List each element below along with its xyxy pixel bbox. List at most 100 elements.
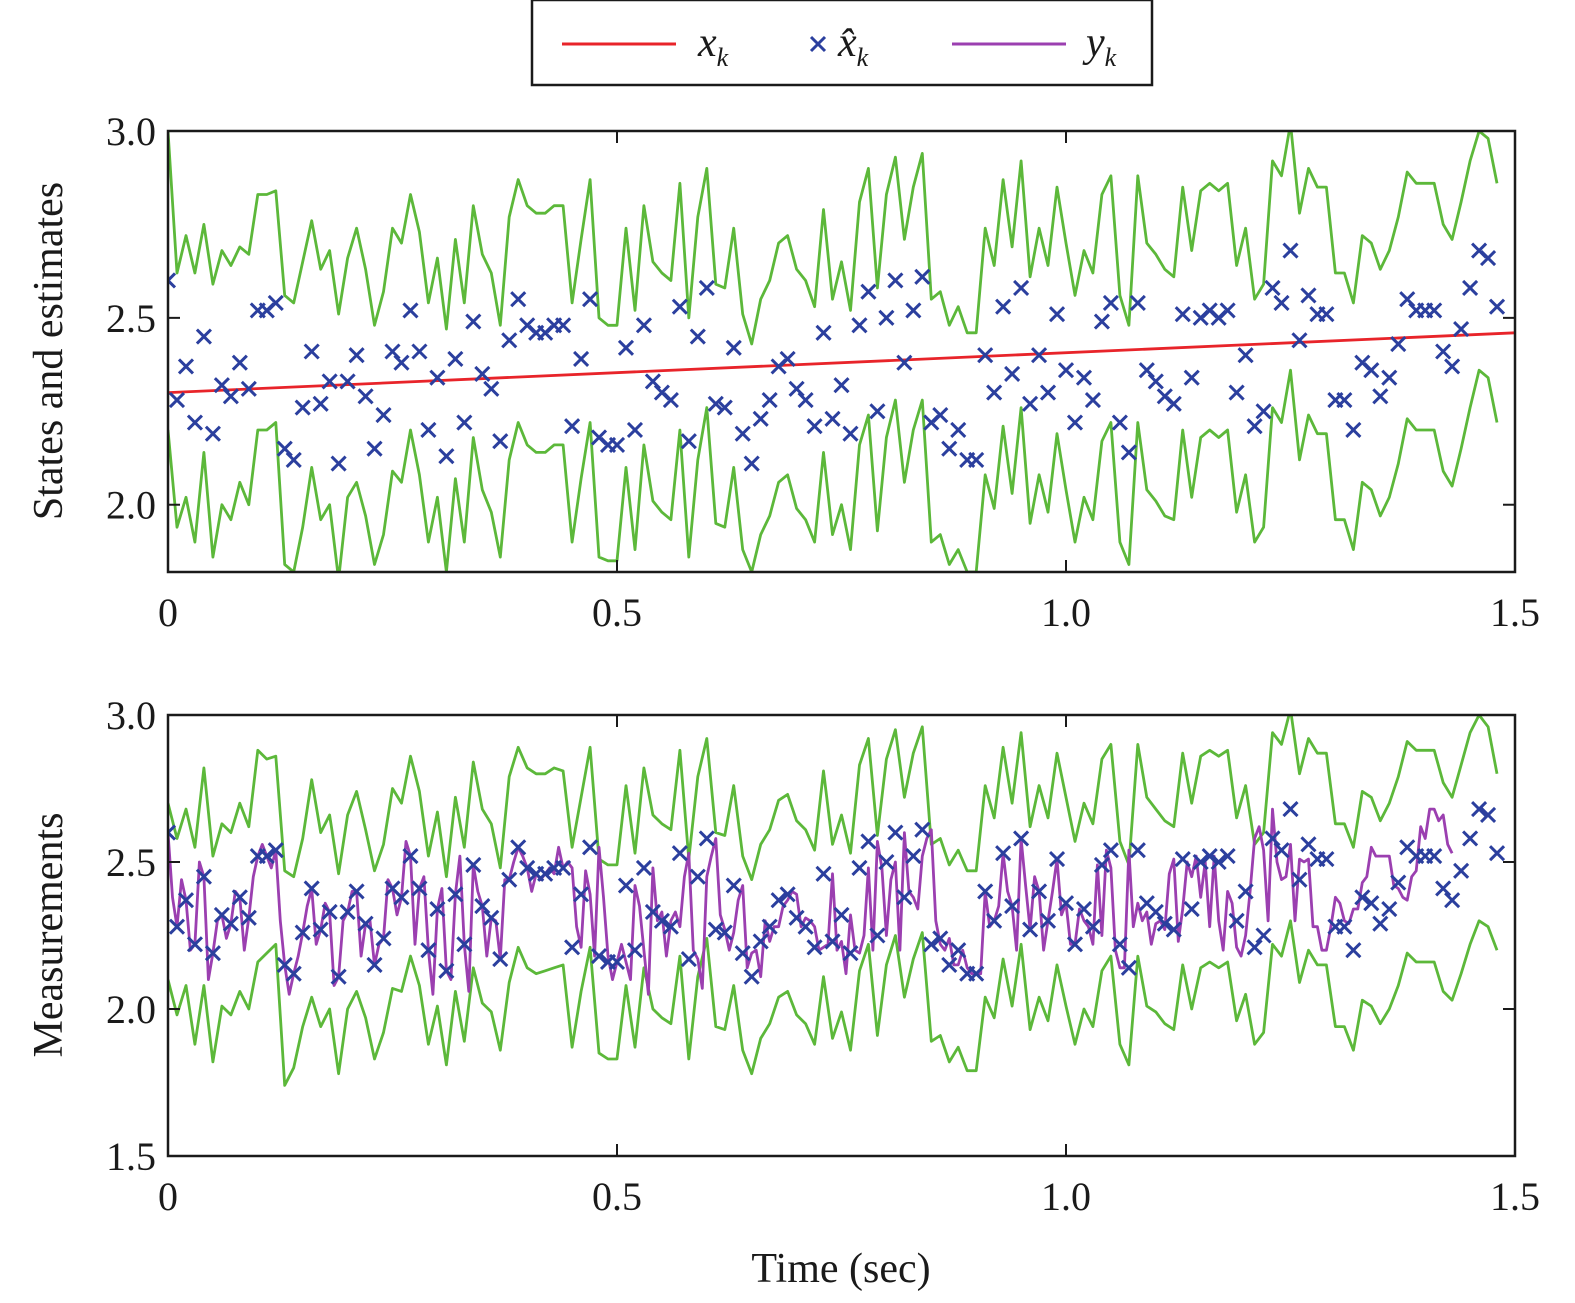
measurements-panel: 0 0.5 1.0 1.5 1.5 2.0 2.5 3.0 Measurements Time… xyxy=(26,693,1540,1292)
estimate-point xyxy=(312,921,329,938)
estimate-point xyxy=(564,418,581,435)
estimate-point xyxy=(1228,912,1245,929)
estimate-point xyxy=(1183,369,1200,386)
estimate-point xyxy=(689,868,706,885)
estimate-point xyxy=(1219,302,1236,319)
estimate-point xyxy=(1372,915,1389,932)
estimate-point xyxy=(465,313,482,330)
estimate-point xyxy=(573,350,590,368)
estimate-point xyxy=(1246,418,1263,435)
estimate-point xyxy=(393,354,410,371)
estimate-point xyxy=(905,302,922,319)
estimate-point xyxy=(869,403,886,420)
estimate-point xyxy=(671,845,688,862)
estimate-point xyxy=(1147,903,1164,921)
estimate-point xyxy=(411,343,428,360)
estimate-point xyxy=(1282,242,1299,259)
x-tick-label: 1.5 xyxy=(1490,590,1540,635)
estimate-point xyxy=(626,421,644,439)
estimate-point xyxy=(456,936,473,953)
estimate-point xyxy=(1264,279,1281,297)
estimate-point xyxy=(1183,900,1200,918)
estimate-point xyxy=(240,380,257,397)
estimate-point xyxy=(1201,848,1218,865)
estimate-point xyxy=(950,421,967,439)
estimate-point xyxy=(689,328,706,345)
estimate-point xyxy=(995,298,1012,315)
y-tick-label: 2.5 xyxy=(106,840,156,885)
estimate-point xyxy=(914,821,931,838)
estimate-point xyxy=(1039,912,1057,929)
estimate-point xyxy=(420,421,437,439)
estimate-point xyxy=(1273,294,1290,311)
x-tick-label: 0.5 xyxy=(592,1174,642,1219)
estimate-point xyxy=(1004,365,1021,382)
estimate-point xyxy=(294,399,311,416)
estimate-point xyxy=(1174,850,1191,868)
estimate-point xyxy=(1084,392,1102,409)
estimate-point xyxy=(177,358,195,375)
estimate-point xyxy=(608,953,626,971)
estimate-point xyxy=(168,392,186,409)
x-tick-label: 0 xyxy=(158,1174,178,1219)
estimate-point xyxy=(1022,921,1039,938)
x-axis-title: Time (sec) xyxy=(751,1246,930,1292)
estimate-point xyxy=(1111,414,1128,431)
estimate-point xyxy=(1390,335,1407,353)
estimate-point xyxy=(186,414,204,431)
estimate-point xyxy=(1048,850,1066,868)
series-line-upper xyxy=(168,715,1499,881)
estimate-point xyxy=(1390,874,1407,891)
estimate-point xyxy=(653,912,670,929)
estimate-point xyxy=(438,448,455,465)
estimate-point xyxy=(1165,395,1182,412)
x-tick-label: 0.5 xyxy=(592,590,642,635)
estimate-point xyxy=(240,909,257,926)
estimate-point xyxy=(474,898,491,915)
legend-label-measurement: yk xyxy=(1082,20,1117,72)
estimate-point xyxy=(492,433,509,450)
estimate-point xyxy=(1192,853,1209,871)
estimate-point xyxy=(348,883,365,900)
estimate-point xyxy=(429,900,446,918)
estimate-point xyxy=(662,918,679,935)
estimate-point xyxy=(1479,250,1497,267)
estimate-point xyxy=(1336,392,1353,409)
estimate-point xyxy=(851,859,868,876)
estimate-point xyxy=(644,373,661,390)
estimate-point xyxy=(1057,362,1075,379)
estimate-point xyxy=(1075,369,1093,386)
estimate-point xyxy=(941,956,958,973)
estimate-point xyxy=(878,309,895,326)
estimate-point xyxy=(555,317,572,334)
estimate-point xyxy=(671,298,688,315)
estimate-point xyxy=(815,324,832,341)
estimate-point xyxy=(339,373,356,390)
estimate-point xyxy=(195,328,212,345)
estimate-point xyxy=(483,380,500,397)
estimate-point xyxy=(968,965,985,982)
estimate-point xyxy=(222,388,239,405)
estimate-point xyxy=(168,824,177,841)
estimate-point xyxy=(330,455,347,472)
estimate-point xyxy=(1273,842,1290,859)
estimate-point xyxy=(626,942,644,959)
estimate-point xyxy=(375,930,392,947)
estimate-point xyxy=(770,892,787,909)
estimate-point xyxy=(357,915,374,932)
estimate-point xyxy=(1363,362,1380,379)
estimate-point xyxy=(896,354,913,371)
estimate-point xyxy=(905,848,922,865)
estimate-point xyxy=(1462,279,1479,297)
estimate-point xyxy=(402,302,419,319)
estimate-point xyxy=(815,865,832,882)
estimate-point xyxy=(590,948,608,965)
estimate-point xyxy=(1013,830,1030,847)
measurements-y-axis-title: Measurements xyxy=(26,813,72,1058)
estimate-point xyxy=(869,927,886,944)
estimate-point xyxy=(680,950,697,968)
series-markers-xhat xyxy=(168,801,1506,985)
estimate-point xyxy=(1479,806,1497,824)
estimate-point xyxy=(1013,279,1030,297)
estimate-point xyxy=(1291,332,1308,349)
